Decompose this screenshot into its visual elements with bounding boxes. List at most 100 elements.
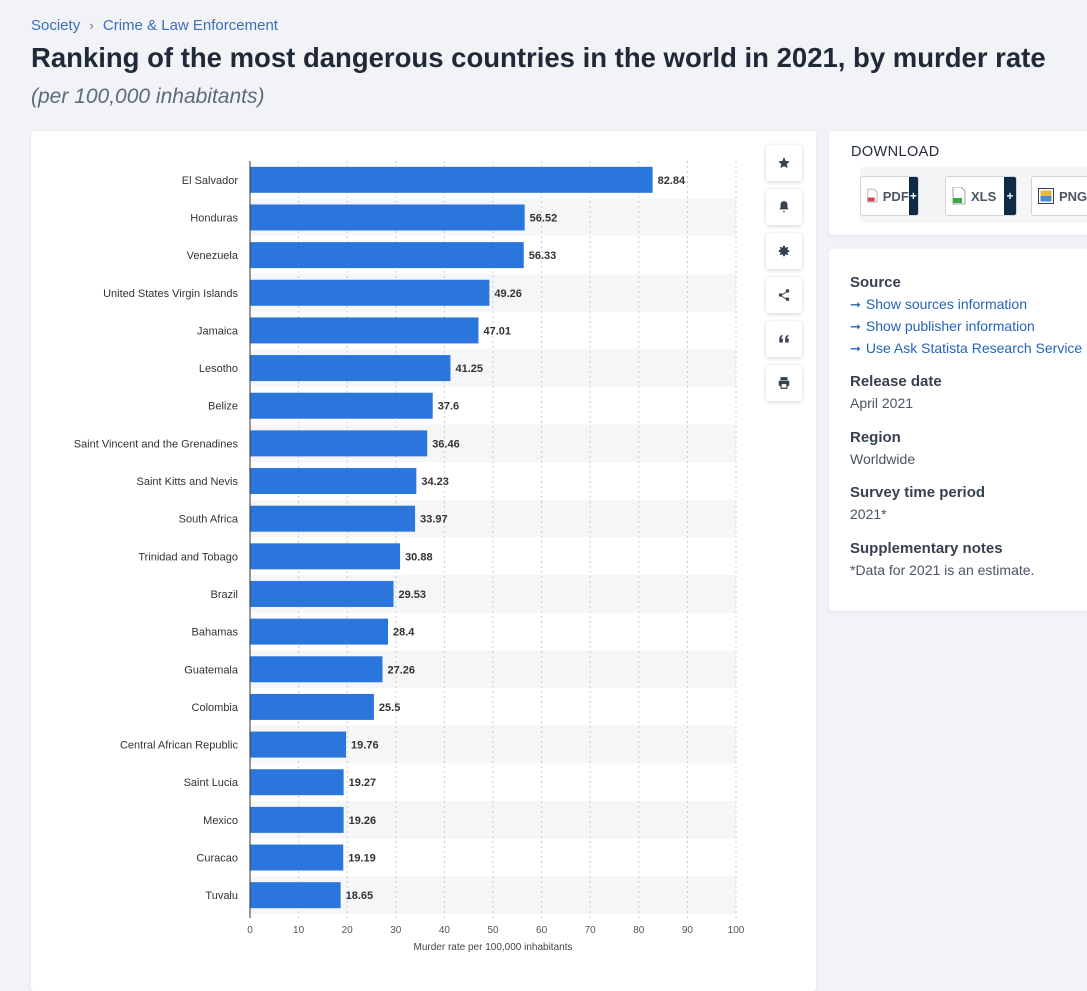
x-tick-label: 70 [585,925,597,936]
settings-button[interactable] [766,233,802,269]
data-label: 56.52 [530,212,558,224]
category-label: Saint Lucia [184,777,239,789]
data-label: 56.33 [529,250,557,262]
show-publisher-link[interactable]: ➞ Show publisher information [850,318,1035,335]
bar [250,769,344,796]
category-label: El Salvador [182,175,239,187]
bar [250,505,416,532]
data-label: 25.5 [379,702,400,714]
png-icon [1038,188,1054,204]
arrow-right-icon: ➞ [850,319,861,334]
data-label: 36.46 [432,438,460,450]
xls-icon [952,187,966,205]
data-label: 41.25 [455,363,483,375]
data-label: 27.26 [387,664,415,676]
show-sources-link-label: Show sources information [865,296,1027,312]
data-label: 19.19 [348,853,376,865]
share-button[interactable] [766,277,802,313]
download-heading: DOWNLOAD [851,144,940,160]
supplementary-notes-value: *Data for 2021 is an estimate. [850,562,1035,578]
bell-icon [779,201,789,213]
data-label: 30.88 [405,551,433,563]
survey-period-heading: Survey time period [850,484,986,501]
notification-button[interactable] [766,189,802,225]
star-icon [778,157,790,169]
data-label: 19.27 [349,777,377,789]
bar [250,355,451,382]
category-label: Brazil [210,589,238,601]
chart-toolbar [766,145,802,409]
data-label: 49.26 [494,288,522,300]
x-tick-label: 20 [342,925,354,936]
survey-period-value: 2021* [850,506,887,522]
show-publisher-link-label: Show publisher information [865,318,1035,334]
category-label: Tuvalu [205,890,238,902]
category-label: Trinidad and Tobago [138,551,238,563]
x-tick-label: 100 [728,925,745,936]
data-label: 19.76 [351,740,379,752]
x-tick-label: 90 [682,925,694,936]
page-title: Ranking of the most dangerous countries … [31,42,1046,73]
quote-icon [779,334,789,343]
data-label: 82.84 [658,175,686,187]
page-subtitle: (per 100,000 inhabitants) [31,85,265,108]
x-axis-title: Murder rate per 100,000 inhabitants [414,942,573,953]
category-label: South Africa [179,514,239,526]
data-label: 47.01 [483,325,511,337]
favorite-button[interactable] [766,145,802,181]
category-label: Venezuela [187,250,239,262]
x-tick-label: 30 [390,925,402,936]
release-date-heading: Release date [850,373,942,390]
download-png-button[interactable]: PNG [1031,176,1087,216]
bar [250,731,347,758]
download-panel: DOWNLOAD PDF + XLS + PNG [829,131,1087,235]
x-tick-label: 80 [633,925,645,936]
category-label: Saint Kitts and Nevis [137,476,239,488]
breadcrumb-item-society[interactable]: Society [31,17,81,34]
x-tick-label: 60 [536,925,548,936]
bar [250,468,417,495]
pdf-icon [867,188,878,203]
category-label: Jamaica [197,325,239,337]
arrow-right-icon: ➞ [850,297,861,312]
ask-statista-link[interactable]: ➞ Use Ask Statista Research Service [850,340,1082,357]
bar [250,204,525,231]
category-label: United States Virgin Islands [103,288,238,300]
pdf-options-plus[interactable]: + [908,177,918,215]
share-icon [778,289,790,301]
print-icon [778,377,790,389]
show-sources-link[interactable]: ➞ Show sources information [850,296,1027,313]
x-tick-label: 40 [439,925,451,936]
download-pdf-button[interactable]: PDF + [860,176,919,216]
bar [250,882,341,909]
cite-button[interactable] [766,321,802,357]
category-label: Belize [208,401,238,413]
bar [250,242,524,269]
bar [250,430,428,457]
arrow-right-icon: ➞ [850,341,861,356]
info-panel: Source ➞ Show sources information ➞ Show p… [829,249,1087,611]
x-tick-label: 50 [487,925,499,936]
data-label: 33.97 [420,514,448,526]
bar [250,392,433,419]
bar [250,844,344,871]
bar [250,618,389,645]
data-label: 18.65 [346,890,374,902]
data-label: 28.4 [393,627,415,639]
print-button[interactable] [766,365,802,401]
download-png-label: PNG [1059,188,1087,204]
xls-options-plus[interactable]: + [1004,177,1016,215]
download-xls-label: XLS [971,188,997,204]
download-pdf-label: PDF [882,188,909,204]
download-xls-button[interactable]: XLS + [945,176,1017,216]
bar [250,580,394,607]
source-heading: Source [850,274,901,291]
breadcrumb-separator: › [89,18,94,33]
bar [250,317,479,344]
download-buttons: PDF + XLS + PNG [860,167,1087,223]
x-tick-label: 0 [247,925,253,936]
data-label: 29.53 [399,589,427,601]
breadcrumb-item-crime-law[interactable]: Crime & Law Enforcement [102,17,278,34]
bar-chart: El Salvador 82.84 Honduras 56.52 Venezuela 56… [74,161,745,953]
region-value: Worldwide [850,451,916,467]
